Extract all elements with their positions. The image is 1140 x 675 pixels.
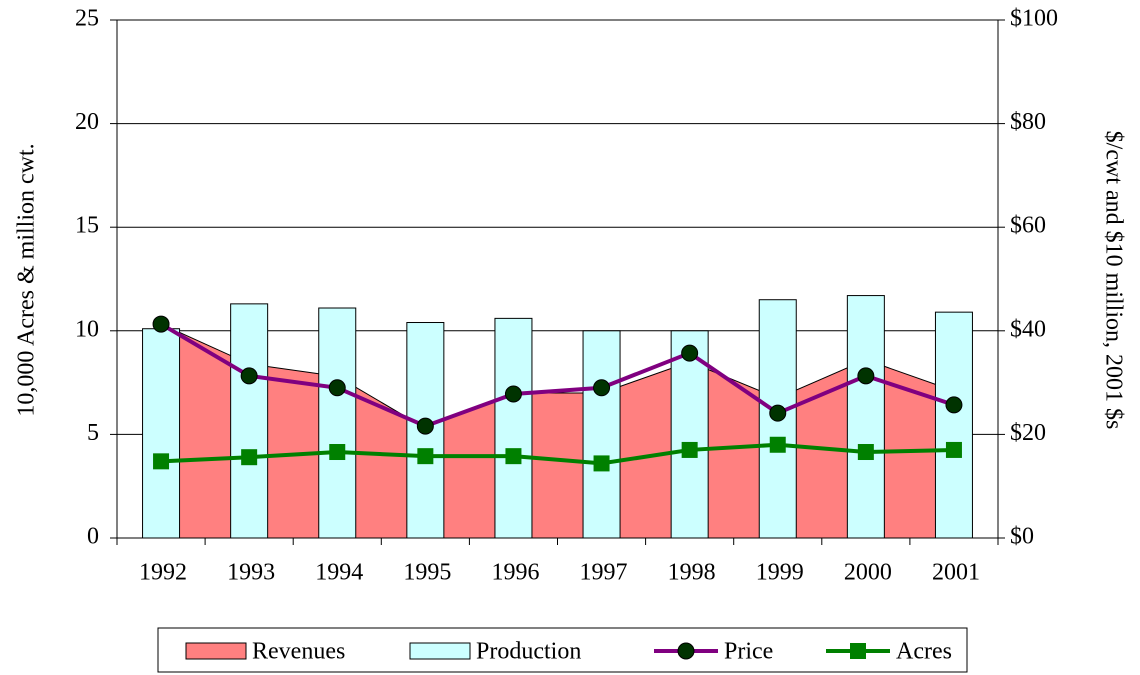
legend-label: Acres [896, 639, 952, 665]
marker [329, 444, 346, 461]
line [160, 442, 954, 466]
legend-label: Revenues [252, 639, 345, 665]
marker [945, 441, 962, 458]
bar [318, 307, 357, 539]
y2-axis-title: $/cwt and $10 million, 2001 $s [1100, 131, 1126, 430]
x-tick-label: 1998 [668, 560, 716, 586]
y-tick-label: 5 [87, 420, 99, 446]
marker [681, 344, 699, 362]
marker [945, 396, 963, 414]
bar [582, 330, 621, 539]
marker [241, 449, 258, 466]
marker [328, 379, 346, 397]
marker [505, 448, 522, 465]
y2-tick-label: $80 [1010, 109, 1046, 135]
x-tick-label: 2000 [844, 560, 892, 586]
marker [240, 367, 258, 385]
x-tick-label: 1996 [491, 560, 539, 586]
y2-tick-label: $0 [1010, 524, 1034, 550]
y2-tick-label: $20 [1010, 420, 1046, 446]
legend-swatch [409, 642, 471, 660]
y2-tick-label: $40 [1010, 316, 1046, 342]
marker [769, 436, 786, 453]
line [160, 322, 955, 429]
x-tick-label: 1997 [580, 560, 628, 586]
marker [769, 404, 787, 422]
x-tick-label: 1993 [227, 560, 275, 586]
marker [593, 379, 611, 397]
x-tick-label: 1999 [756, 560, 804, 586]
bar [934, 311, 973, 539]
bar [670, 330, 709, 539]
legend-label: Price [724, 639, 773, 665]
area [160, 323, 955, 539]
y-tick-label: 15 [75, 213, 99, 239]
marker [417, 448, 434, 465]
marker [857, 367, 875, 385]
y-tick-label: 25 [75, 6, 99, 32]
y-tick-label: 0 [87, 524, 99, 550]
marker [857, 444, 874, 461]
marker [681, 441, 698, 458]
x-tick-label: 1995 [403, 560, 451, 586]
legend-swatch [185, 642, 247, 660]
y-tick-label: 10 [75, 316, 99, 342]
bar [142, 328, 181, 539]
x-tick-label: 2001 [932, 560, 980, 586]
legend-marker [677, 642, 695, 660]
y2-tick-label: $60 [1010, 213, 1046, 239]
marker [153, 453, 170, 470]
legend-label: Production [476, 639, 581, 665]
bar [230, 303, 269, 539]
y2-tick-label: $100 [1010, 6, 1058, 32]
marker [593, 455, 610, 472]
marker [152, 315, 170, 333]
y-axis-title: 10,000 Acres & million cwt. [14, 143, 40, 416]
x-tick-label: 1994 [315, 560, 363, 586]
marker [416, 417, 434, 435]
legend-marker [850, 643, 866, 659]
bar [494, 317, 533, 539]
marker [504, 385, 522, 403]
x-tick-label: 1992 [139, 560, 187, 586]
y-tick-label: 20 [75, 109, 99, 135]
bar [846, 295, 885, 539]
